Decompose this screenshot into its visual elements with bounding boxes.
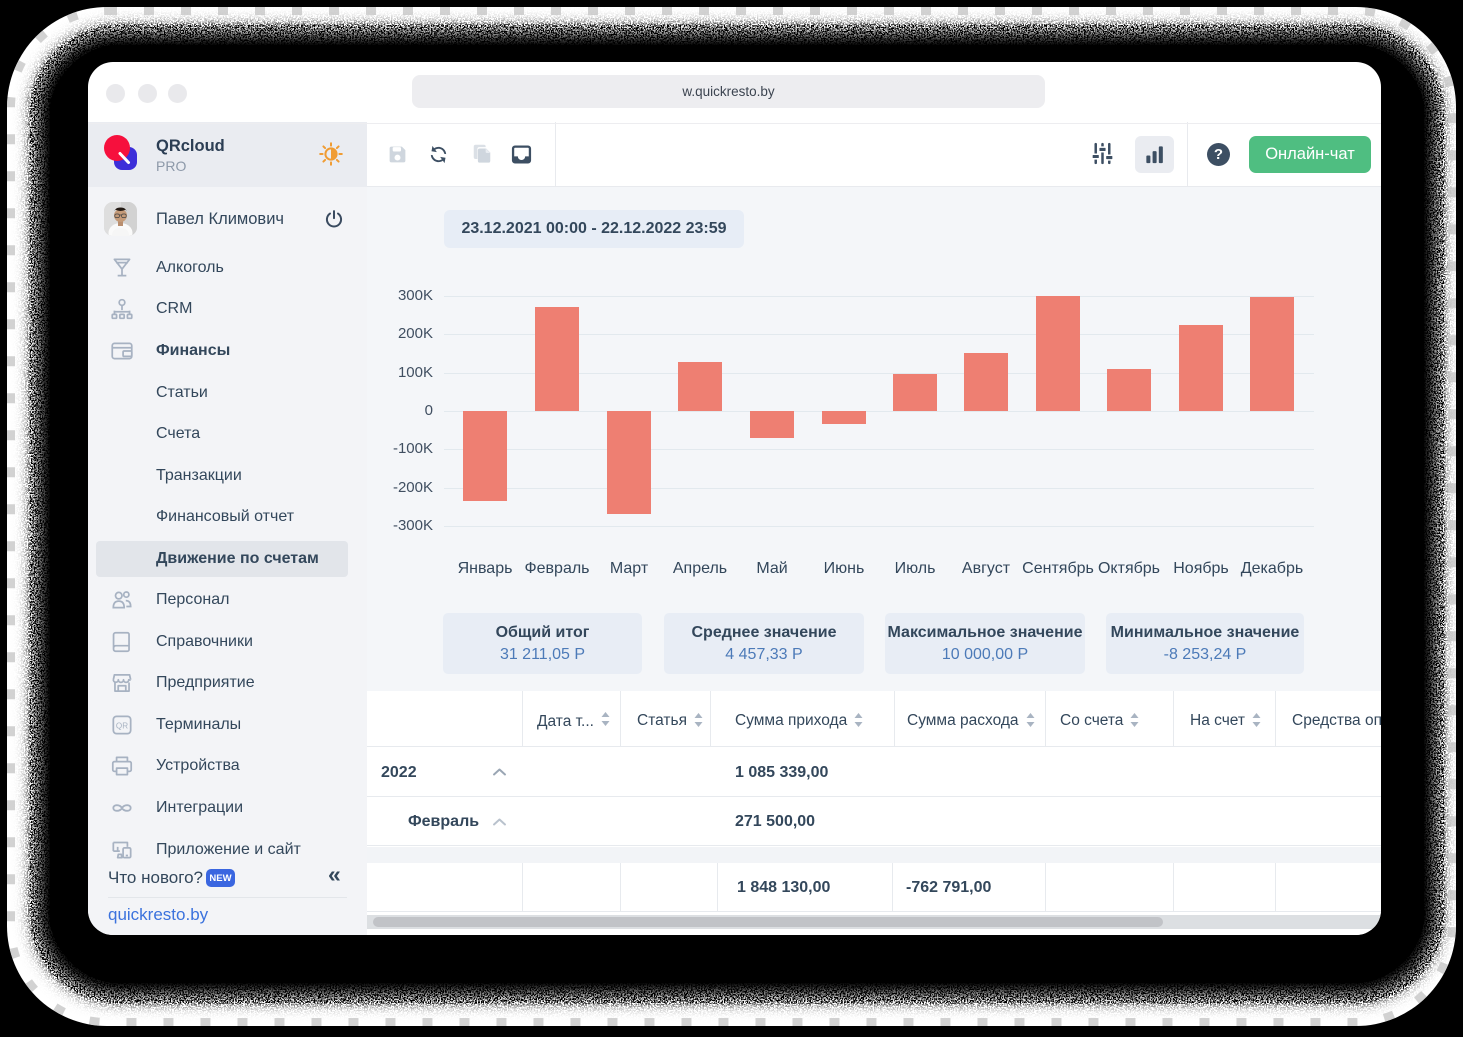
svg-text:QR: QR	[116, 721, 128, 730]
